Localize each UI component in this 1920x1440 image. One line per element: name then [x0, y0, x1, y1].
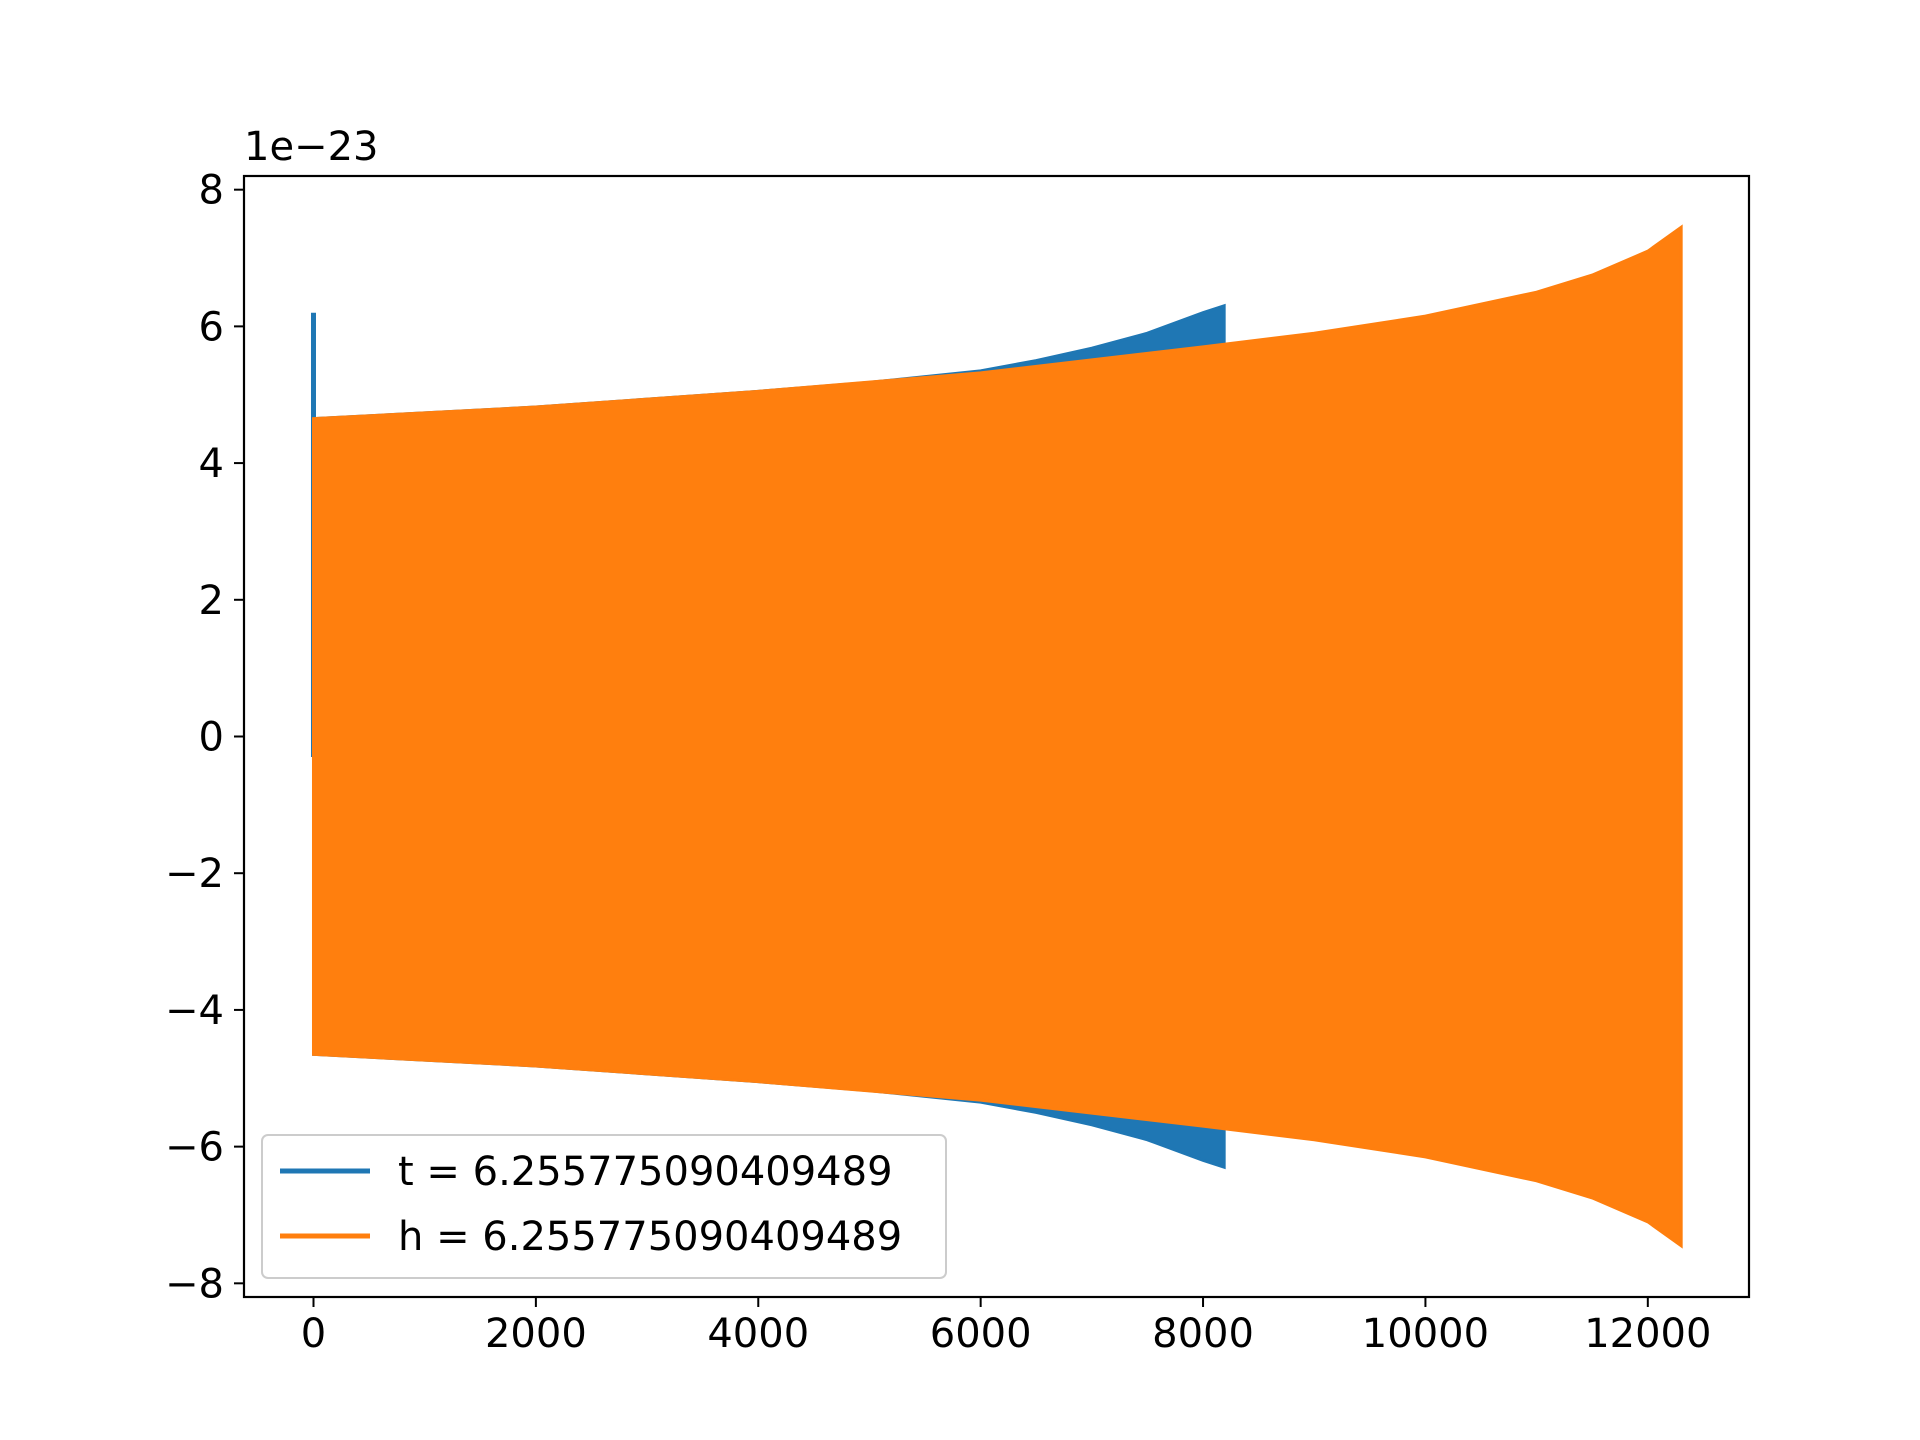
legend-label-h: h = 6.255775090409489: [398, 1214, 902, 1260]
x-tick-label: 0: [301, 1311, 326, 1357]
y-tick-label: −6: [165, 1125, 224, 1171]
x-tick-label: 10000: [1362, 1311, 1489, 1357]
x-tick-label: 4000: [707, 1311, 809, 1357]
y-tick-label: 8: [199, 168, 224, 214]
legend-box: [261, 1134, 947, 1279]
x-tick-label: 6000: [930, 1311, 1032, 1357]
y-tick-label: −4: [165, 988, 224, 1034]
series-band-1: [311, 224, 1683, 1249]
y-tick-label: 2: [199, 578, 224, 624]
x-tick-label: 2000: [485, 1311, 587, 1357]
y-tick-label: 6: [199, 304, 224, 350]
y-tick-label: 4: [199, 441, 224, 487]
legend: t = 6.255775090409489 h = 6.255775090409…: [261, 1134, 947, 1279]
x-tick-label: 12000: [1584, 1311, 1711, 1357]
y-tick-label: 0: [199, 715, 224, 761]
legend-label-t: t = 6.255775090409489: [398, 1149, 893, 1195]
y-offset-label: 1e−23: [244, 124, 378, 170]
y-tick-label: −8: [165, 1261, 224, 1307]
x-tick-label: 8000: [1152, 1311, 1254, 1357]
x-axis: 0 2000 4000 6000 8000 10000 12000: [301, 1297, 1711, 1357]
y-tick-label: −2: [165, 851, 224, 897]
y-axis: 8 6 4 2 0 −2 −4 −6 −8: [165, 168, 244, 1307]
series-layer: [310, 224, 1683, 1249]
